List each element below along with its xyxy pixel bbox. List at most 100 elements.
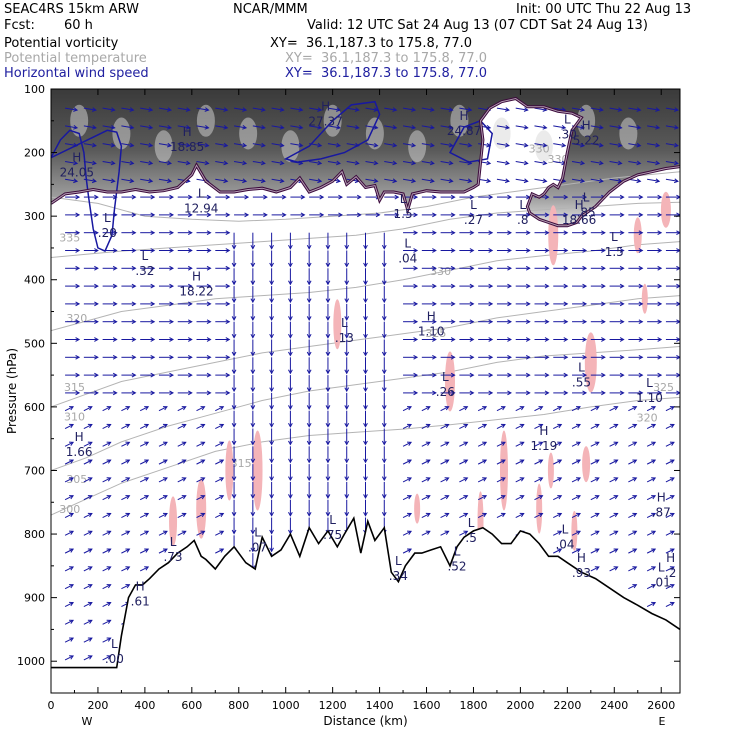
wind-arrowhead: [306, 244, 312, 250]
wind-arrowhead: [91, 178, 97, 184]
wind-arrowhead: [325, 494, 331, 499]
wind-arrowhead: [288, 387, 293, 393]
wind-arrowhead: [148, 125, 154, 130]
wind-arrowhead: [469, 230, 475, 236]
wind-arrowhead: [200, 477, 206, 482]
field-xy-wind: XY= 36.1,187.3 to 175.8, 77.0: [285, 66, 488, 81]
wind-arrowhead: [444, 512, 450, 518]
wind-vector: [83, 143, 96, 147]
wind-arrowhead: [488, 265, 494, 271]
wind-arrowhead: [223, 160, 229, 166]
wind-arrowhead: [507, 301, 512, 307]
wind-vector: [177, 424, 186, 429]
wind-arrowhead: [467, 125, 473, 130]
wind-arrowhead: [231, 511, 237, 517]
wind-arrowhead: [594, 406, 600, 411]
field-name-theta: Potential temperature: [4, 51, 147, 66]
wind-vector: [459, 160, 472, 164]
wind-arrowhead: [187, 390, 193, 396]
wind-arrowhead: [354, 160, 360, 166]
wind-vector: [158, 424, 168, 429]
wind-arrowhead: [110, 160, 116, 166]
hl-label: H18.85: [170, 125, 204, 154]
wind-vector: [590, 441, 600, 447]
wind-vector: [646, 495, 656, 501]
wind-arrowhead: [636, 107, 642, 112]
x-tick-label: 2400: [600, 699, 628, 712]
wind-arrowhead: [94, 212, 99, 218]
wind-arrowhead: [363, 405, 368, 410]
wind-arrowhead: [306, 387, 312, 393]
hl-value: 1.5: [605, 245, 624, 259]
hl-label: L1.10: [636, 376, 663, 405]
wind-vector: [402, 178, 416, 182]
wind-arrowhead: [469, 319, 475, 325]
wind-arrowhead: [125, 495, 131, 500]
pv-shading-streak: [281, 130, 300, 163]
wind-arrowhead: [432, 194, 437, 200]
wind-vector: [158, 125, 172, 129]
wind-arrowhead: [638, 265, 644, 271]
wind-vector: [309, 178, 322, 182]
wind-arrowhead: [260, 178, 266, 184]
wind-vector: [534, 459, 543, 465]
wind-arrowhead: [504, 160, 510, 166]
wind-arrowhead: [269, 387, 274, 393]
wind-arrowhead: [250, 244, 256, 250]
wind-vector: [158, 459, 168, 465]
wind-vector: [646, 513, 656, 518]
wind-arrowhead: [250, 458, 256, 464]
wind-arrowhead: [306, 405, 312, 410]
hl-value: .5: [465, 531, 476, 545]
wind-arrowhead: [538, 406, 544, 411]
wind-arrowhead: [125, 548, 131, 553]
axes-layer: 0 200 400 600 800 1000 1200 1400 1600 1800 2000 220…: [5, 83, 681, 728]
wind-arrowhead: [94, 354, 99, 360]
wind-arrowhead: [169, 283, 175, 289]
hl-letter: H: [192, 269, 201, 283]
wind-arrowhead: [463, 441, 469, 446]
hl-value: 18.85: [170, 140, 204, 154]
wind-vector: [215, 530, 224, 536]
terrain-line: [51, 515, 681, 669]
wind-vector: [534, 424, 543, 429]
wind-vector: [515, 107, 528, 111]
wind-vector: [83, 107, 96, 111]
wind-arrowhead: [669, 566, 675, 571]
wind-vector: [646, 602, 656, 607]
wind-arrowhead: [373, 125, 379, 130]
wind-arrowhead: [504, 178, 510, 184]
wind-arrowhead: [632, 584, 638, 589]
wind-vector: [158, 530, 168, 536]
wind-vector: [440, 125, 453, 129]
wind-arrowhead: [162, 477, 168, 482]
wind-vector: [553, 143, 566, 147]
wind-vector: [196, 143, 209, 147]
wind-arrowhead: [657, 372, 663, 378]
wind-vector: [309, 125, 322, 129]
wind-arrowhead: [187, 265, 193, 271]
wind-arrowhead: [594, 530, 600, 535]
wind-arrowhead: [325, 333, 331, 339]
wind-vector: [571, 548, 581, 554]
wind-vector: [177, 495, 186, 501]
wind-arrowhead: [344, 333, 350, 339]
wind-vector: [252, 143, 265, 147]
wind-arrowhead: [279, 178, 285, 184]
wind-vector: [590, 495, 600, 501]
wind-arrowhead: [381, 298, 387, 304]
theta-label: 335: [59, 231, 80, 244]
wind-arrowhead: [131, 283, 137, 289]
wind-arrowhead: [144, 441, 150, 446]
wind-arrowhead: [106, 495, 112, 500]
x-tick-label: 400: [134, 699, 155, 712]
wind-arrowhead: [507, 248, 512, 253]
wind-arrowhead: [206, 248, 212, 253]
wind-arrowhead: [525, 390, 531, 396]
wind-vector: [121, 495, 130, 501]
wind-arrowhead: [638, 390, 644, 396]
wind-arrowhead: [150, 319, 156, 325]
wind-vector: [64, 530, 74, 536]
wind-arrowhead: [673, 160, 679, 166]
wind-arrowhead: [279, 125, 285, 130]
